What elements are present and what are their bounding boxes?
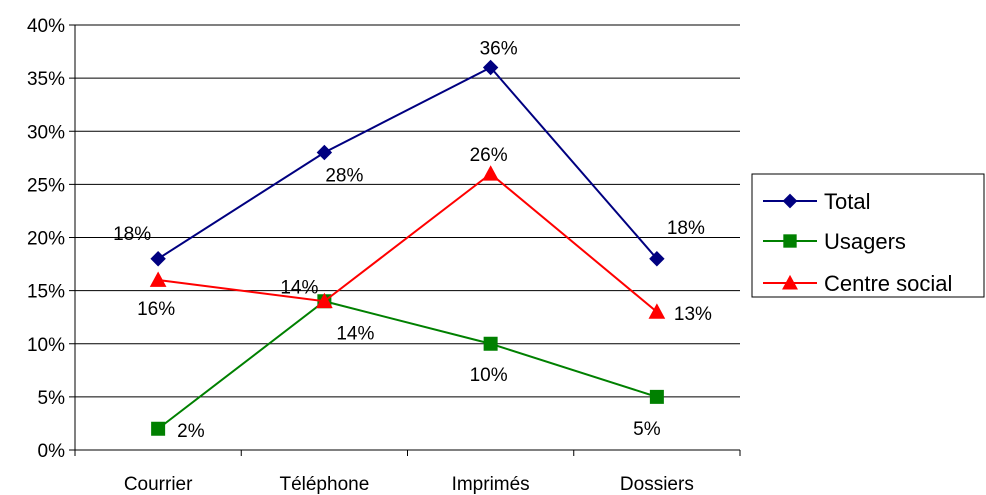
data-label: 5% xyxy=(633,419,661,440)
x-tick-label: Courrier xyxy=(124,474,193,495)
y-tick-label: 5% xyxy=(38,388,66,409)
legend-label: Total xyxy=(824,189,870,214)
triangle-marker xyxy=(648,303,666,319)
x-tick-label: Téléphone xyxy=(279,474,369,495)
square-marker xyxy=(151,421,166,436)
y-tick-label: 25% xyxy=(27,175,65,196)
square-marker xyxy=(783,234,797,248)
data-label: 18% xyxy=(667,218,705,239)
data-label: 26% xyxy=(470,145,508,166)
data-label: 13% xyxy=(674,304,712,325)
triangle-marker xyxy=(482,165,499,181)
data-label: 18% xyxy=(113,224,151,245)
y-tick-label: 30% xyxy=(27,122,65,143)
data-label: 14% xyxy=(280,277,318,298)
triangle-marker xyxy=(149,271,167,287)
data-label: 28% xyxy=(325,166,363,187)
legend: Total Usagers Centre social xyxy=(751,173,985,298)
gridlines xyxy=(75,24,740,398)
diamond-marker xyxy=(649,251,665,267)
y-tick-label: 15% xyxy=(27,282,65,303)
triangle-marker xyxy=(782,274,798,290)
diamond-marker xyxy=(150,251,166,267)
series-line-0 xyxy=(157,66,658,260)
series-line-2 xyxy=(157,172,658,313)
x-axis-ticks: Courrier Téléphone Imprimés Dossiers xyxy=(74,450,741,495)
data-label: 14% xyxy=(336,323,374,344)
data-label: 10% xyxy=(470,365,508,386)
data-label: 36% xyxy=(480,39,518,60)
y-tick-label: 35% xyxy=(27,69,65,90)
y-tick-label: 20% xyxy=(27,229,65,250)
square-marker xyxy=(483,336,498,351)
series-line-1 xyxy=(157,300,658,430)
x-tick-label: Dossiers xyxy=(620,474,694,495)
series-lines xyxy=(149,59,666,436)
y-tick-label: 10% xyxy=(27,335,65,356)
data-labels: 18% 28% 36% 18% 2% 14% 10% 5% 16% 14% 26% 13% xyxy=(113,39,712,442)
x-tick-label: Imprimés xyxy=(452,474,530,495)
y-tick-label: 40% xyxy=(27,16,65,37)
legend-label: Usagers xyxy=(824,229,906,254)
diamond-marker xyxy=(782,193,798,209)
triangle-marker xyxy=(316,292,333,309)
diamond-marker xyxy=(316,144,333,161)
diamond-marker xyxy=(482,59,499,76)
square-marker xyxy=(649,389,664,404)
y-tick-label: 0% xyxy=(38,441,66,462)
legend-label: Centre social xyxy=(824,271,952,296)
data-label: 2% xyxy=(177,421,205,442)
y-axis-ticks: 0% 5% 10% 15% 20% 25% 30% 35% 40% xyxy=(27,16,75,462)
data-label: 16% xyxy=(137,299,175,320)
